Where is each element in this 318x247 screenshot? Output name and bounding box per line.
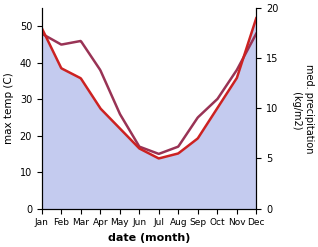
X-axis label: date (month): date (month): [108, 233, 190, 243]
Y-axis label: med. precipitation
 (kg/m2): med. precipitation (kg/m2): [292, 64, 314, 153]
Y-axis label: max temp (C): max temp (C): [4, 72, 14, 144]
